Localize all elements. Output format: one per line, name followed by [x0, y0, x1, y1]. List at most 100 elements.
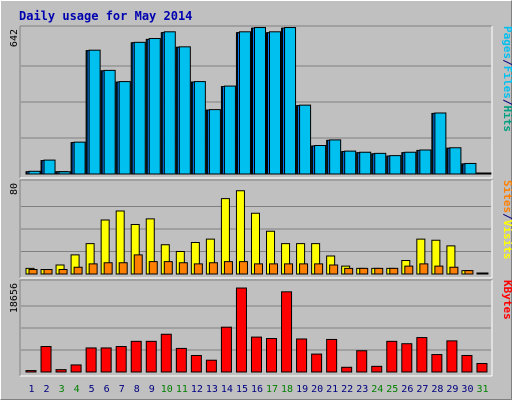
- legend-pages-files-hits: Pages/Files/Hits: [501, 26, 512, 132]
- xtick-day-29: 29: [446, 384, 458, 395]
- bar-sites-day-13: [208, 262, 218, 275]
- xtick-day-15: 15: [236, 384, 248, 395]
- bar-kbytes-day-27: [416, 337, 428, 373]
- bar-sites-day-6: [103, 262, 113, 275]
- bar-kbytes-day-22: [341, 366, 353, 373]
- xtick-day-19: 19: [296, 384, 308, 395]
- bar-kbytes-day-11: [175, 347, 187, 373]
- bar-sites-day-15: [238, 261, 248, 275]
- bar-sites-day-30: [464, 270, 474, 275]
- bar-kbytes-day-8: [130, 340, 142, 373]
- bar-sites-day-22: [344, 267, 354, 275]
- bar-kbytes-day-5: [85, 347, 97, 373]
- bar-sites-day-31: [479, 272, 489, 275]
- xtick-day-8: 8: [134, 384, 140, 395]
- bar-pages-day-28: [434, 112, 447, 175]
- legend-kbytes: KBytes: [501, 280, 512, 320]
- xtick-day-21: 21: [326, 384, 338, 395]
- bar-kbytes-day-18: [281, 291, 293, 373]
- bar-kbytes-day-4: [70, 364, 82, 373]
- bar-pages-day-6: [103, 69, 116, 175]
- bar-kbytes-day-20: [311, 353, 323, 373]
- xtick-day-2: 2: [44, 384, 50, 395]
- xtick-day-5: 5: [89, 384, 95, 395]
- xtick-day-9: 9: [149, 384, 155, 395]
- bar-kbytes-day-6: [100, 347, 112, 373]
- bar-sites-day-20: [314, 263, 324, 275]
- xtick-day-7: 7: [119, 384, 125, 395]
- bar-pages-day-24: [374, 152, 387, 175]
- bar-pages-day-5: [88, 49, 101, 175]
- bar-sites-day-2: [43, 269, 53, 275]
- bar-sites-day-27: [419, 263, 429, 275]
- bar-pages-day-14: [223, 85, 236, 175]
- bar-sites-day-3: [58, 269, 68, 275]
- bar-kbytes-day-26: [401, 343, 413, 373]
- bar-pages-day-12: [193, 81, 206, 175]
- bar-sites-day-18: [284, 263, 294, 275]
- bar-pages-day-21: [329, 139, 342, 175]
- bar-pages-day-16: [253, 27, 266, 175]
- bar-kbytes-day-24: [371, 365, 383, 373]
- xtick-day-12: 12: [191, 384, 203, 395]
- xtick-day-13: 13: [206, 384, 218, 395]
- bar-pages-day-1: [28, 170, 41, 175]
- bar-sites-day-1: [28, 269, 38, 275]
- xtick-day-28: 28: [431, 384, 443, 395]
- bar-pages-day-29: [449, 147, 462, 175]
- bar-pages-day-19: [299, 104, 312, 175]
- bar-pages-day-30: [464, 162, 477, 175]
- xtick-day-27: 27: [416, 384, 428, 395]
- bar-sites-day-21: [329, 264, 339, 275]
- xtick-day-16: 16: [251, 384, 263, 395]
- xtick-day-1: 1: [29, 384, 35, 395]
- bar-kbytes-day-31: [476, 363, 488, 373]
- bar-kbytes-day-9: [145, 340, 157, 373]
- bar-kbytes-day-30: [461, 354, 473, 373]
- bar-kbytes-day-25: [386, 340, 398, 373]
- bar-pages-day-7: [118, 81, 131, 175]
- legend-sites-visits: Sites/Visits: [501, 180, 512, 260]
- bar-kbytes-day-28: [431, 354, 443, 373]
- bar-kbytes-day-7: [115, 346, 127, 373]
- bar-sites-day-26: [404, 265, 414, 275]
- xtick-day-18: 18: [281, 384, 293, 395]
- ymax-label-pages-files-hits: 642: [9, 29, 20, 47]
- xtick-day-14: 14: [221, 384, 233, 395]
- xtick-day-3: 3: [59, 384, 65, 395]
- bar-kbytes-day-2: [40, 346, 52, 373]
- xtick-day-24: 24: [371, 384, 383, 395]
- bar-kbytes-day-23: [356, 350, 368, 373]
- bar-pages-day-31: [479, 172, 492, 175]
- bar-pages-day-18: [284, 27, 297, 175]
- xtick-day-22: 22: [341, 384, 353, 395]
- legend-entry: /: [501, 99, 512, 106]
- bar-kbytes-day-10: [160, 333, 172, 373]
- bar-sites-day-16: [253, 263, 263, 275]
- bar-sites-day-25: [389, 267, 399, 275]
- bar-kbytes-day-21: [326, 338, 338, 373]
- bar-sites-day-23: [359, 267, 369, 275]
- ymax-label-kbytes: 18656: [9, 283, 20, 313]
- chart-title: Daily usage for May 2014: [19, 9, 193, 23]
- legend-entry: /: [501, 213, 512, 220]
- bar-sites-day-11: [178, 262, 188, 275]
- bar-sites-day-24: [374, 267, 384, 275]
- bar-sites-day-9: [148, 261, 158, 275]
- bar-pages-day-15: [238, 31, 251, 175]
- bar-pages-day-23: [359, 151, 372, 175]
- bar-pages-day-17: [269, 31, 282, 175]
- bar-pages-day-8: [133, 41, 146, 175]
- xtick-day-10: 10: [161, 384, 173, 395]
- bar-kbytes-day-12: [190, 354, 202, 373]
- bar-sites-day-17: [269, 263, 279, 275]
- bar-pages-day-26: [404, 151, 417, 175]
- bar-sites-day-10: [163, 261, 173, 275]
- xtick-day-25: 25: [386, 384, 398, 395]
- bar-sites-day-4: [73, 266, 83, 275]
- bar-sites-day-12: [193, 263, 203, 275]
- bar-sites-day-5: [88, 263, 98, 275]
- xtick-day-26: 26: [401, 384, 413, 395]
- bar-pages-day-13: [208, 109, 221, 175]
